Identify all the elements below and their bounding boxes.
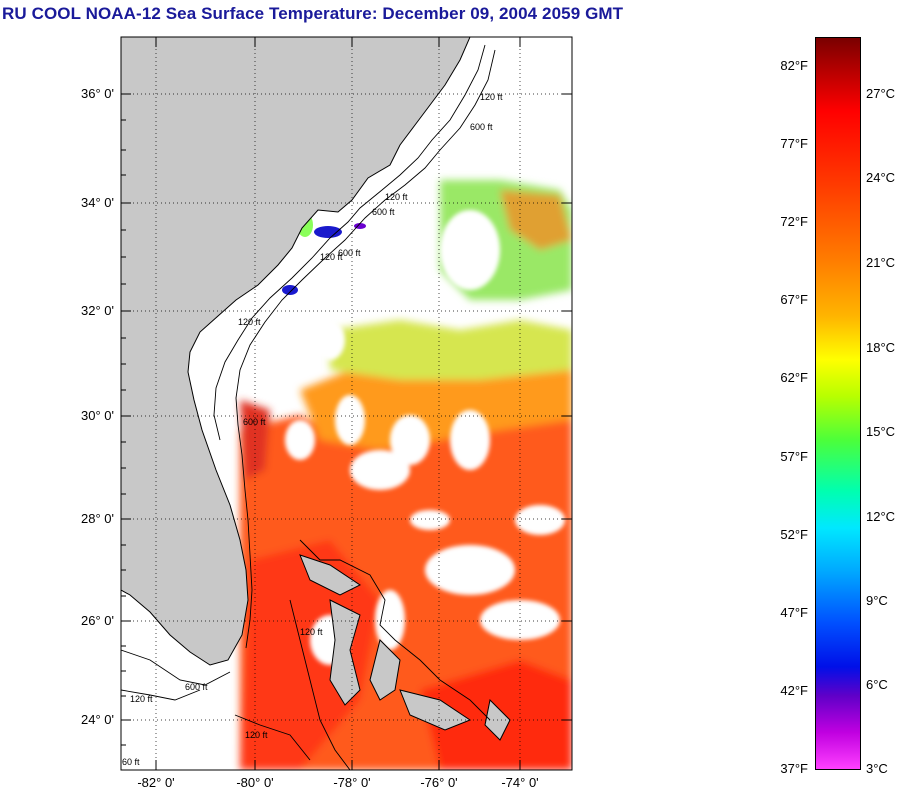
temperature-colorbar [815, 37, 861, 770]
celsius-label: 21°C [866, 255, 896, 270]
contour-label: 120 ft [245, 730, 268, 740]
fahrenheit-label: 37°F [780, 761, 808, 776]
fahrenheit-label: 57°F [780, 449, 808, 464]
lat-label: 34° 0' [81, 195, 114, 210]
celsius-label: 24°C [866, 170, 896, 185]
contour-label: 600 ft [372, 207, 395, 217]
fahrenheit-label: 42°F [780, 683, 808, 698]
lat-label: 26° 0' [81, 613, 114, 628]
lat-label: 36° 0' [81, 86, 114, 101]
celsius-label: 27°C [866, 86, 896, 101]
axis-ticks [121, 37, 572, 770]
contour-label: 120 ft [238, 317, 261, 327]
lon-label: -74° 0' [501, 775, 539, 790]
contour-label: 120 ft [300, 627, 323, 637]
fahrenheit-label: 72°F [780, 214, 808, 229]
contour-label: 120 ft [480, 92, 503, 102]
contour-labels: 120 ft 600 ft 120 ft 600 ft 120 ft 600 f… [122, 92, 503, 767]
land-mass [121, 37, 471, 666]
fahrenheit-label: 82°F [780, 58, 808, 73]
lon-label: -78° 0' [333, 775, 371, 790]
fahrenheit-label: 62°F [780, 370, 808, 385]
lon-label: -80° 0' [236, 775, 274, 790]
lon-label: -76° 0' [420, 775, 458, 790]
celsius-label: 18°C [866, 340, 896, 355]
depth-contours [121, 44, 496, 770]
celsius-label: 3°C [866, 761, 888, 776]
celsius-label: 15°C [866, 424, 896, 439]
fahrenheit-label: 47°F [780, 605, 808, 620]
contour-label: 600 ft [470, 122, 493, 132]
contour-label: 120 ft [130, 694, 153, 704]
lat-label: 28° 0' [81, 511, 114, 526]
contour-label: 60 ft [122, 757, 140, 767]
lon-label: -82° 0' [137, 775, 175, 790]
map-frame [120, 36, 573, 771]
celsius-label: 12°C [866, 509, 896, 524]
contour-label: 600 ft [243, 417, 266, 427]
contour-label: 600 ft [185, 682, 208, 692]
contour-label: 600 ft [338, 248, 361, 258]
lat-label: 32° 0' [81, 303, 114, 318]
celsius-label: 6°C [866, 677, 888, 692]
fahrenheit-label: 67°F [780, 292, 808, 307]
lat-label: 24° 0' [81, 712, 114, 727]
fahrenheit-label: 52°F [780, 527, 808, 542]
map-title: RU COOL NOAA-12 Sea Surface Temperature:… [2, 4, 624, 23]
contour-label: 120 ft [320, 252, 343, 262]
celsius-label: 9°C [866, 593, 888, 608]
contour-label: 120 ft [385, 192, 408, 202]
cloud-cover [285, 210, 565, 665]
fahrenheit-label: 77°F [780, 136, 808, 151]
lat-label: 30° 0' [81, 408, 114, 423]
